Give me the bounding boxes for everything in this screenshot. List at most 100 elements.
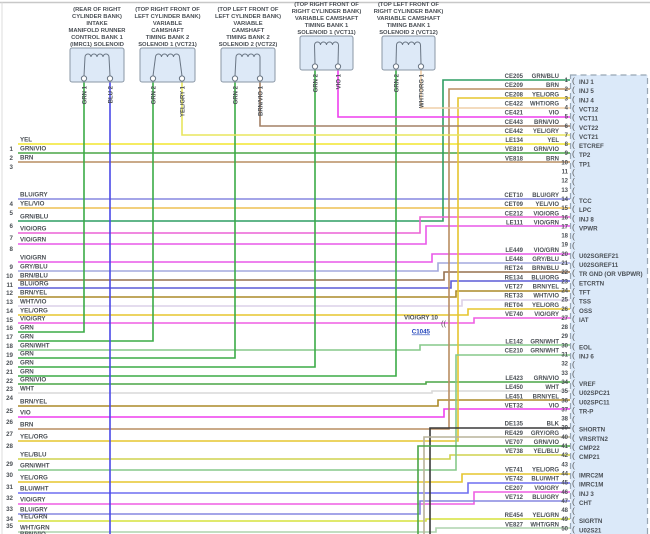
left-wire-number: 11 bbox=[6, 282, 13, 289]
pcm-pin-row: LE134 YEL 8(ETCREF bbox=[505, 138, 604, 150]
left-wire-color-label: BRN/VIO bbox=[20, 531, 46, 534]
wire-color-label: GRN/VIO bbox=[534, 376, 560, 382]
wire-id-label: VE738 bbox=[505, 449, 524, 455]
pin-number: 34 bbox=[561, 380, 568, 386]
wire-color-label: YEL/GRN bbox=[532, 513, 559, 519]
pin-bracket-icon: ( bbox=[572, 176, 575, 186]
wire-brn-26 bbox=[18, 88, 570, 430]
pin-bracket-icon: ( bbox=[572, 304, 575, 314]
wire-id-label: CE210 bbox=[505, 349, 524, 355]
pin-bracket-icon: ( bbox=[572, 469, 575, 479]
wire-id-label: CE208 bbox=[505, 92, 524, 98]
wire-color-label: BLU/ORG bbox=[531, 275, 559, 281]
pin-bracket-icon: ( bbox=[572, 432, 575, 442]
pin-bracket-icon: ( bbox=[572, 130, 575, 140]
left-wire-color-label: BLU/ORG bbox=[20, 281, 49, 288]
left-wire-color-label: YEL/VIO bbox=[20, 201, 45, 208]
solenoid-coil-icon bbox=[235, 53, 261, 58]
pin-bracket-icon: ( bbox=[572, 76, 575, 86]
connector-label-line: (TOP LEFT FRONT OF bbox=[218, 7, 279, 13]
wire-color-label: GRN/WHT bbox=[530, 349, 559, 355]
pin-number: 21 bbox=[561, 261, 568, 267]
pin-bracket-icon: ( bbox=[572, 350, 575, 360]
coil-lead bbox=[420, 44, 422, 65]
wire-id-label: VE819 bbox=[505, 147, 524, 153]
pcm-pin-row: 48 ( bbox=[561, 506, 575, 516]
signal-label: INJ 4 bbox=[579, 97, 594, 104]
signal-label: INJ 1 bbox=[579, 79, 594, 86]
left-wire-color-label: VIO/GRN bbox=[20, 255, 47, 262]
wire-color-label: BRN/YEL bbox=[533, 394, 560, 400]
wire-id-label: CET09 bbox=[504, 202, 523, 208]
wire-id-label: CE442 bbox=[505, 129, 524, 135]
wire-color-label: YEL/GRY bbox=[533, 129, 559, 135]
wire-yel-org-14 bbox=[18, 308, 570, 316]
left-wire-color-label: GRN bbox=[20, 369, 34, 376]
wire-id-label: CE421 bbox=[505, 111, 524, 117]
wire-color-label: GRY/BLU bbox=[532, 257, 559, 263]
pin-number: 37 bbox=[561, 407, 568, 413]
left-wire-number: 34 bbox=[6, 516, 13, 523]
wire-color-label: GRY/ORG bbox=[531, 431, 559, 437]
left-wire-number: 23 bbox=[6, 386, 13, 393]
left-wire-number: 35 bbox=[6, 523, 13, 530]
pin-bracket-icon: ( bbox=[572, 231, 575, 241]
left-wire-color-label: YEL/ORG bbox=[20, 308, 48, 315]
wire-yel-gry-38 bbox=[181, 82, 570, 136]
inline-connector-link[interactable]: C1045 bbox=[412, 329, 431, 336]
pin-color-label: GRN 1 bbox=[83, 85, 89, 104]
pcm-pin-row: 19 ( bbox=[561, 240, 575, 250]
wire-vio-org-6 bbox=[18, 216, 570, 234]
wire-id-label: LE449 bbox=[505, 248, 523, 254]
wire-blu-gry-33 bbox=[18, 500, 570, 515]
pin-color-label: GRN 2 bbox=[314, 73, 320, 92]
pin-number: 48 bbox=[561, 508, 568, 514]
pin-number: 20 bbox=[561, 252, 568, 258]
left-wire-color-label: YEL/GRN bbox=[20, 514, 48, 521]
connector-label-line: TIMING BANK 1 bbox=[387, 23, 431, 29]
pin-bracket-icon: ( bbox=[572, 341, 575, 351]
wire-color-label: VIO bbox=[549, 111, 560, 117]
wire-color-label: GRN/VIO bbox=[534, 147, 560, 153]
left-wire-color-label: VIO/ORG bbox=[20, 226, 47, 233]
pin-number: 25 bbox=[561, 298, 568, 304]
wire-color-label: WHT/ORG bbox=[530, 101, 559, 107]
connector-label-line: CYLINDER BANK) bbox=[72, 14, 122, 20]
left-wire-color-label: YEL/ORG bbox=[20, 475, 48, 482]
connector-label-line: (TOP RIGHT FRONT OF bbox=[135, 7, 200, 13]
pcm-pin-row: CE209 BRN 2(INJ 5 bbox=[505, 83, 595, 95]
left-wire-number: 27 bbox=[6, 431, 13, 438]
wire-vio-grn-7 bbox=[18, 225, 570, 245]
left-wire-color-label: GRN bbox=[20, 334, 34, 341]
wire-id-label: CE212 bbox=[505, 211, 524, 217]
wire-id-label: CE422 bbox=[505, 101, 524, 107]
connector-body bbox=[69, 47, 125, 83]
wire-id-label: RET04 bbox=[504, 303, 523, 309]
signal-label: TSS bbox=[579, 299, 591, 306]
connector-body bbox=[220, 47, 276, 83]
pin-number: 22 bbox=[561, 270, 568, 276]
wire-color-label: BRN/BLU bbox=[532, 266, 559, 272]
signal-label: VREF bbox=[579, 381, 596, 388]
pin-number: 49 bbox=[561, 517, 568, 523]
pin-bracket-icon: ( bbox=[572, 414, 575, 424]
pin-number: 9 bbox=[565, 151, 569, 157]
signal-label: ETCRTN bbox=[579, 280, 605, 287]
pcm-connector-block bbox=[569, 74, 649, 534]
wire-id-label: RE429 bbox=[505, 431, 524, 437]
wire-vio-grn-8 bbox=[18, 253, 570, 263]
wire-gry-blu-9 bbox=[18, 262, 570, 272]
pcm-pin-row: 33 ( bbox=[561, 368, 575, 378]
wire-grn-19 bbox=[18, 82, 236, 359]
wire-color-label: BLU/GRY bbox=[532, 495, 559, 501]
pcm-pin-row: 28 ( bbox=[561, 323, 575, 333]
wire-grn-17 bbox=[18, 82, 154, 342]
wire-id-label: RE454 bbox=[505, 513, 524, 519]
